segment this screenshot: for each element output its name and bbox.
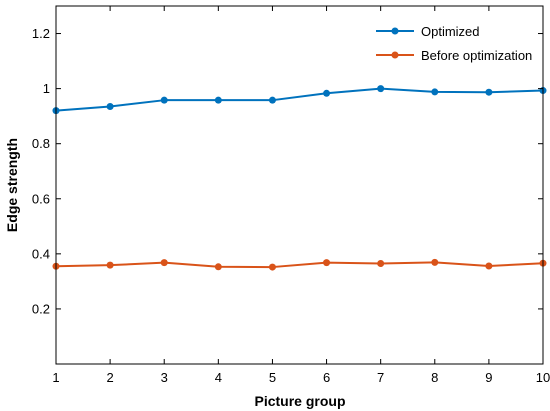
data-point-before-optimization <box>323 259 331 267</box>
series-line-optimized <box>55 87 544 112</box>
legend-marker-optimized <box>391 27 399 35</box>
data-point-optimized <box>323 89 331 97</box>
data-point-optimized <box>106 103 114 111</box>
data-point-before-optimization <box>214 263 222 271</box>
y-tick-label: 1 <box>43 81 50 96</box>
data-point-before-optimization <box>268 263 276 271</box>
x-axis-title: Picture group <box>254 393 345 409</box>
x-tick-label: 4 <box>215 370 222 385</box>
data-point-before-optimization <box>377 259 385 267</box>
x-tick-label: 3 <box>161 370 168 385</box>
x-tick-label: 5 <box>269 370 276 385</box>
plot-area <box>56 6 543 364</box>
legend-marker-before-optimization <box>391 51 399 59</box>
x-tick-label: 7 <box>377 370 384 385</box>
data-point-optimized <box>214 96 222 104</box>
data-point-optimized <box>160 96 168 104</box>
y-tick-label: 0.2 <box>32 301 50 316</box>
x-tick-label: 2 <box>106 370 113 385</box>
series-layer <box>52 85 547 271</box>
data-point-before-optimization <box>485 262 493 270</box>
y-tick-label: 1.2 <box>32 26 50 41</box>
legend-label-optimized: Optimized <box>421 24 480 39</box>
x-tick-label: 10 <box>536 370 550 385</box>
data-point-before-optimization <box>106 261 114 269</box>
data-point-optimized <box>377 85 385 93</box>
data-point-before-optimization <box>431 258 439 266</box>
x-tick-label: 9 <box>485 370 492 385</box>
y-tick-label: 0.4 <box>32 246 50 261</box>
legend-label-before-optimization: Before optimization <box>421 48 532 63</box>
axes-layer: 1 2 3 4 5 6 7 8 9 10 0.2 0.4 0.6 0.8 1 1.2 <box>32 5 550 385</box>
x-tick-label: 6 <box>323 370 330 385</box>
x-tick-label: 8 <box>431 370 438 385</box>
data-point-optimized <box>268 96 276 104</box>
series-line-before-optimization <box>55 261 544 269</box>
y-tick-label: 0.6 <box>32 191 50 206</box>
y-tick-label: 0.8 <box>32 136 50 151</box>
legend: Optimized Before optimization <box>376 24 532 63</box>
data-point-optimized <box>485 88 493 96</box>
y-axis-title: Edge strength <box>4 138 20 232</box>
axes-box <box>55 5 544 365</box>
x-tick-label: 1 <box>52 370 59 385</box>
data-point-optimized <box>431 88 439 96</box>
data-point-before-optimization <box>160 259 168 267</box>
